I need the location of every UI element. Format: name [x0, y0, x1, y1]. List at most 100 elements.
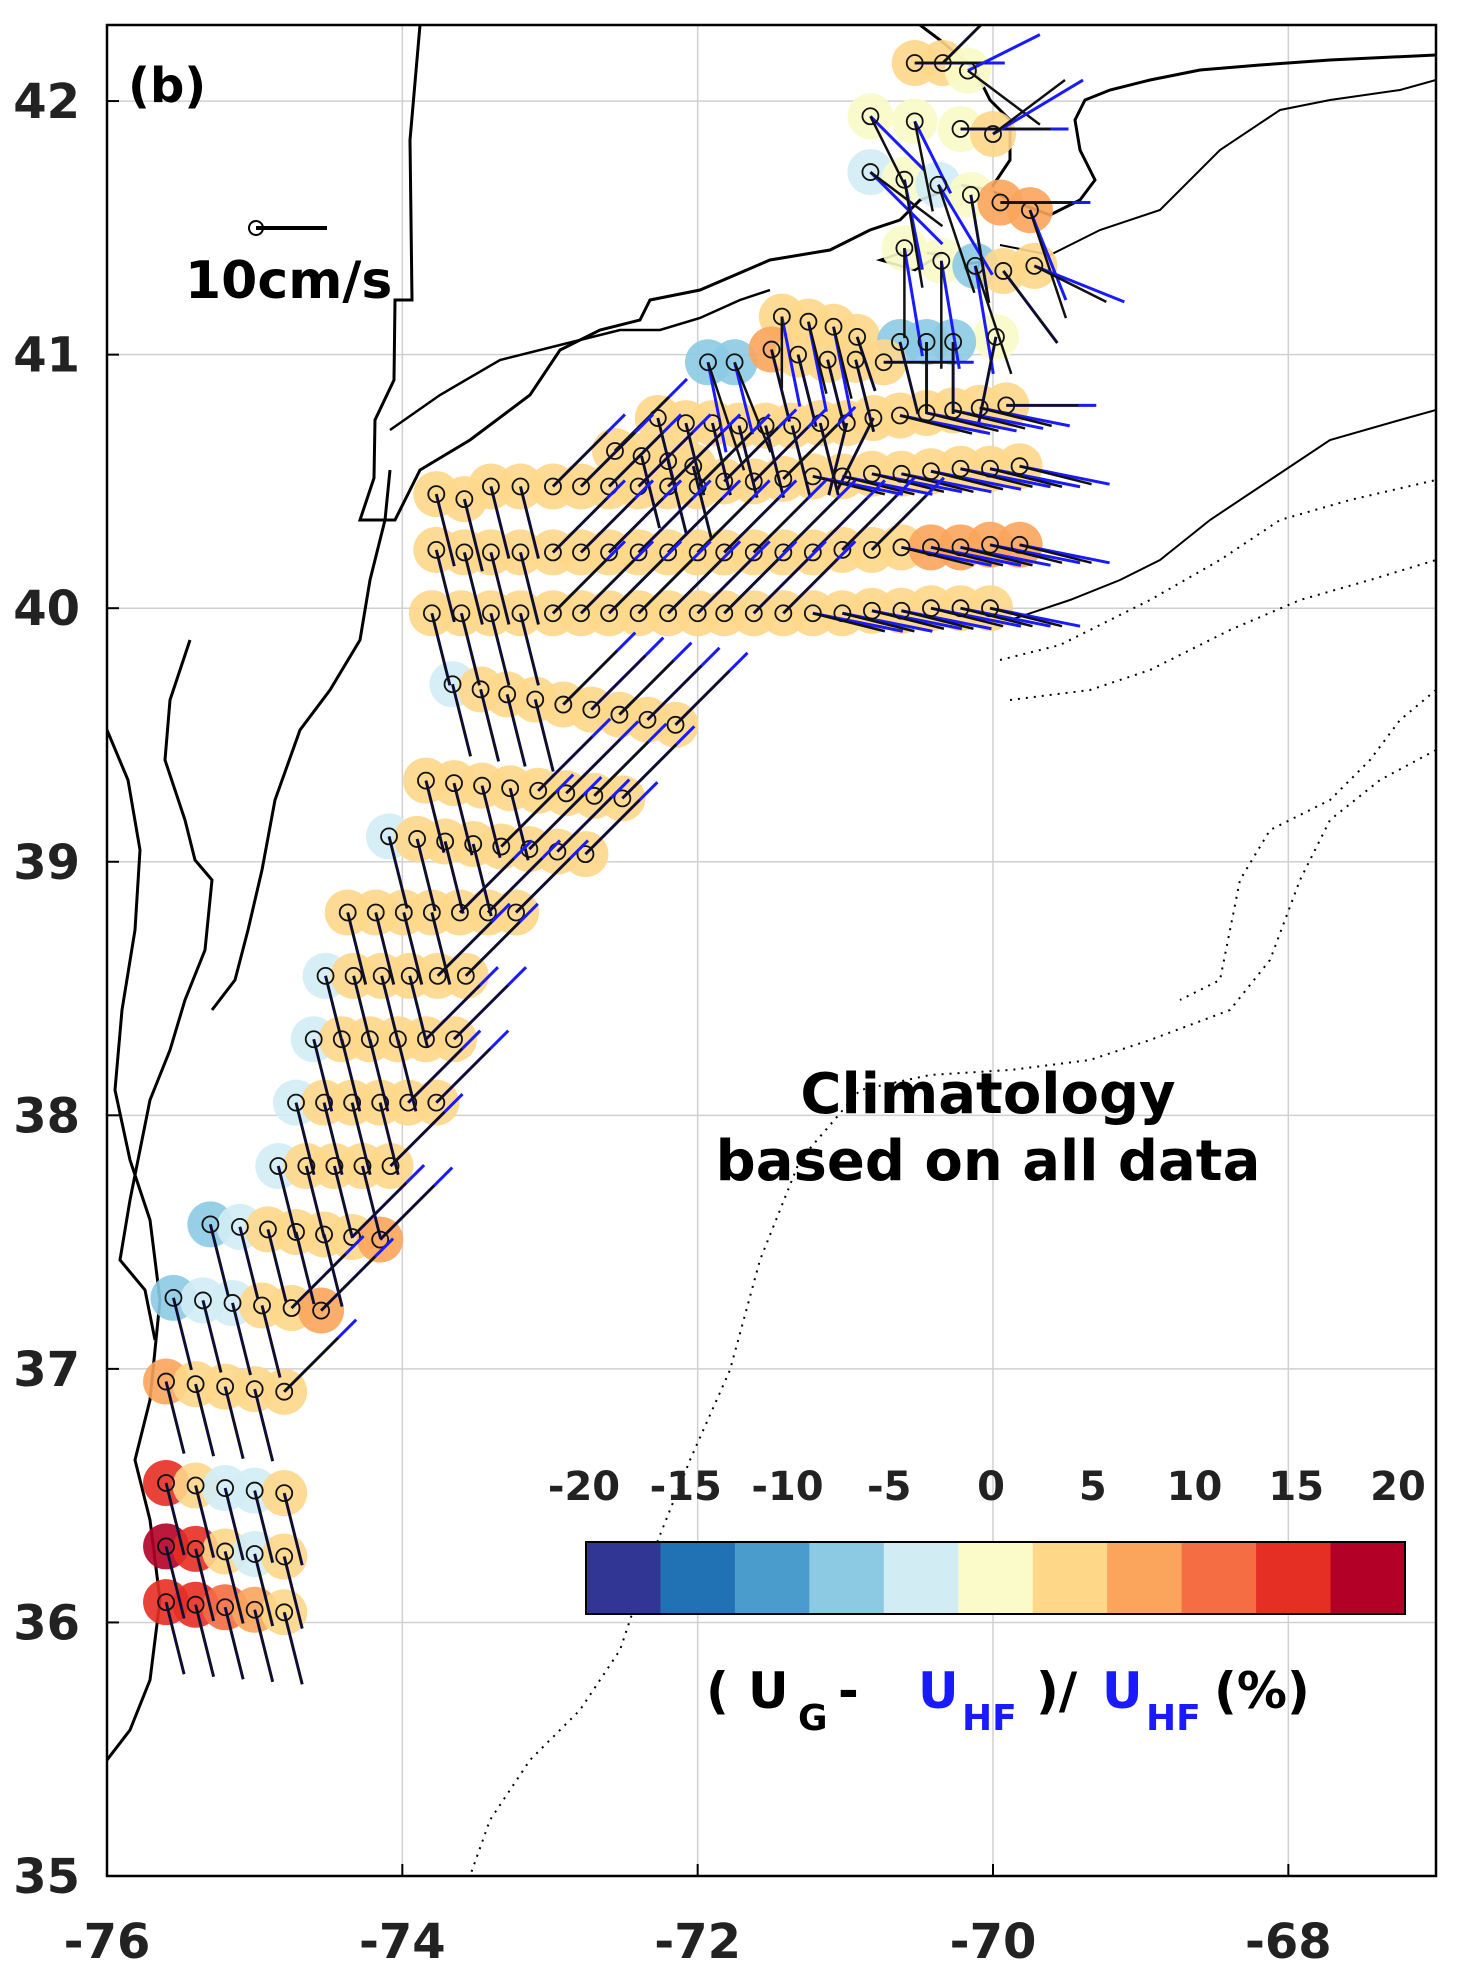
coastline-chesapeake — [107, 729, 162, 1761]
colorbar-label: ( U G - U HF )/ U HF (%) — [706, 1662, 1310, 1739]
glider-vector — [194, 1383, 215, 1457]
station-marker — [428, 966, 447, 985]
station-marker — [799, 312, 818, 331]
cb-label-ug-sub: G — [798, 1698, 828, 1739]
station-marker — [216, 1542, 235, 1561]
glider-vector — [930, 606, 1004, 628]
station-marker — [666, 715, 685, 734]
colorbar-tick-label: 0 — [977, 1464, 1005, 1510]
colorbar-segment — [1330, 1542, 1406, 1614]
glider-vector — [519, 612, 540, 686]
glider-vector — [443, 841, 465, 914]
station-marker — [944, 333, 963, 351]
glider-vector — [266, 1229, 288, 1302]
glider-vector — [500, 791, 557, 848]
station-marker — [417, 1030, 435, 1049]
glider-vector — [537, 735, 594, 792]
station-marker — [164, 1288, 183, 1307]
glider-vector — [926, 411, 999, 433]
glider-vector — [590, 654, 647, 711]
y-tick-label: 40 — [13, 581, 80, 637]
glider-vector — [901, 546, 974, 567]
glider-vector — [528, 794, 585, 850]
glider-vector — [930, 546, 1004, 567]
station-marker — [529, 781, 548, 800]
glider-vector — [752, 426, 809, 483]
station-marker — [253, 1296, 271, 1315]
station-marker — [287, 1223, 305, 1241]
glider-vector — [253, 1553, 274, 1627]
colorbar-segment — [958, 1542, 1034, 1614]
coastline-delmarva — [118, 639, 214, 1341]
station-marker — [997, 396, 1016, 415]
station-marker — [304, 1030, 323, 1049]
glider-vector — [519, 486, 540, 559]
glider-vector — [989, 467, 1063, 488]
glider-vector — [706, 361, 746, 471]
glider-vector — [430, 912, 452, 985]
glider-vector — [453, 984, 509, 1041]
station-marker — [482, 543, 500, 562]
glider-vector — [770, 349, 791, 422]
glider-vector — [960, 467, 1033, 488]
glider-vector — [238, 1226, 260, 1300]
glider-vector — [320, 1255, 377, 1312]
station-marker — [774, 543, 793, 562]
cb-label-minus: - — [838, 1662, 859, 1720]
x-tick-label: -76 — [64, 1914, 151, 1970]
station-marker — [245, 1600, 264, 1619]
glider-vector — [723, 497, 780, 554]
station-arrows — [157, 25, 1125, 1685]
glider-vector — [854, 359, 875, 433]
station-marker — [338, 903, 357, 922]
coastline — [107, 25, 1436, 1876]
glider-vector — [260, 1305, 282, 1378]
station-marker — [275, 1484, 294, 1503]
glider-vector — [733, 361, 772, 453]
station-marker — [863, 464, 881, 483]
station-marker — [443, 675, 462, 694]
glider-vector — [723, 558, 780, 615]
hf-radar-vector — [973, 265, 995, 375]
station-marker — [456, 966, 475, 985]
glider-vector — [899, 414, 973, 435]
glider-vector — [593, 740, 650, 797]
x-axis: -76 -74 -72 -70 -68 — [64, 1864, 1332, 1970]
station-marker — [1021, 201, 1039, 220]
station-marker — [464, 835, 483, 853]
glider-vector — [737, 425, 759, 498]
glider-vector — [352, 975, 373, 1049]
y-tick-label: 35 — [13, 1849, 80, 1905]
x-tick-label: -72 — [654, 1914, 741, 1970]
station-marker — [259, 1220, 277, 1239]
y-tick-label: 37 — [13, 1342, 80, 1398]
colorbar-tick-label: 15 — [1268, 1464, 1324, 1510]
station-marker — [526, 690, 545, 709]
station-marker — [833, 604, 852, 623]
station-marker — [325, 1157, 344, 1175]
coastline-newjersey — [210, 469, 392, 1011]
station-marker — [498, 685, 517, 704]
station-marker — [417, 771, 435, 790]
station-marker — [895, 239, 914, 258]
station-marker — [223, 1294, 242, 1312]
y-tick-label: 42 — [13, 74, 80, 130]
colorbar-tick-label: 10 — [1167, 1464, 1223, 1510]
y-tick-label: 39 — [13, 835, 80, 891]
station-marker — [511, 543, 530, 562]
station-marker — [659, 452, 678, 471]
station-marker — [576, 845, 595, 864]
station-marker — [774, 469, 793, 488]
station-marker — [715, 543, 734, 562]
station-marker — [987, 327, 1005, 346]
hf-radar-vector — [937, 183, 994, 276]
glider-vector — [562, 649, 619, 706]
glider-vector — [898, 341, 920, 415]
x-tick-label: -70 — [950, 1914, 1037, 1970]
glider-vector — [696, 431, 753, 488]
station-marker — [994, 262, 1013, 280]
glider-vector — [223, 1386, 245, 1459]
glider-vector — [387, 836, 409, 909]
colorbar-segment — [1107, 1542, 1183, 1614]
